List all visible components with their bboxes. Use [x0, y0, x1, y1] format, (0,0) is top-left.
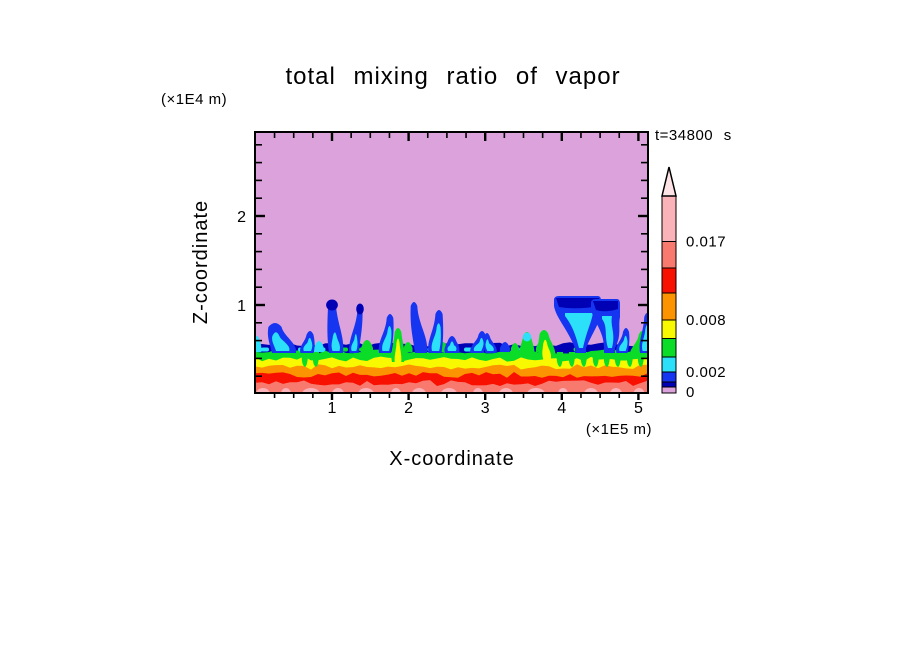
z-axis-title: Z-coordinate	[190, 200, 212, 324]
x-tick-label: 5	[634, 400, 643, 417]
z-tick-label: 1	[237, 298, 246, 315]
chart-title: total mixing ratio of vapor	[285, 63, 620, 90]
time-annotation: t=34800 s	[655, 127, 732, 144]
contour-field	[255, 132, 648, 393]
z-axis-unit-label: (×1E4 m)	[161, 91, 227, 108]
axis-tick-labels: 1 2 3 4 5 1 2	[237, 209, 643, 417]
colorbar-label-0017: 0.017	[686, 234, 726, 251]
colorbar-label-0008: 0.008	[686, 312, 726, 329]
x-tick-label: 3	[481, 400, 490, 417]
plot-axes	[254, 131, 649, 400]
colorbar-label-0002: 0.002	[686, 364, 726, 381]
colorbar-labels: 0.017 0.008 0.002 0	[686, 234, 726, 402]
x-axis-unit-label: (×1E5 m)	[586, 421, 652, 438]
z-tick-label: 2	[237, 209, 246, 226]
x-axis-title: X-coordinate	[389, 448, 514, 470]
colorbar-label-0: 0	[686, 384, 695, 401]
x-tick-label: 4	[557, 400, 566, 417]
x-tick-label: 1	[328, 400, 337, 417]
colorbar	[661, 166, 677, 394]
x-tick-label: 2	[404, 400, 413, 417]
